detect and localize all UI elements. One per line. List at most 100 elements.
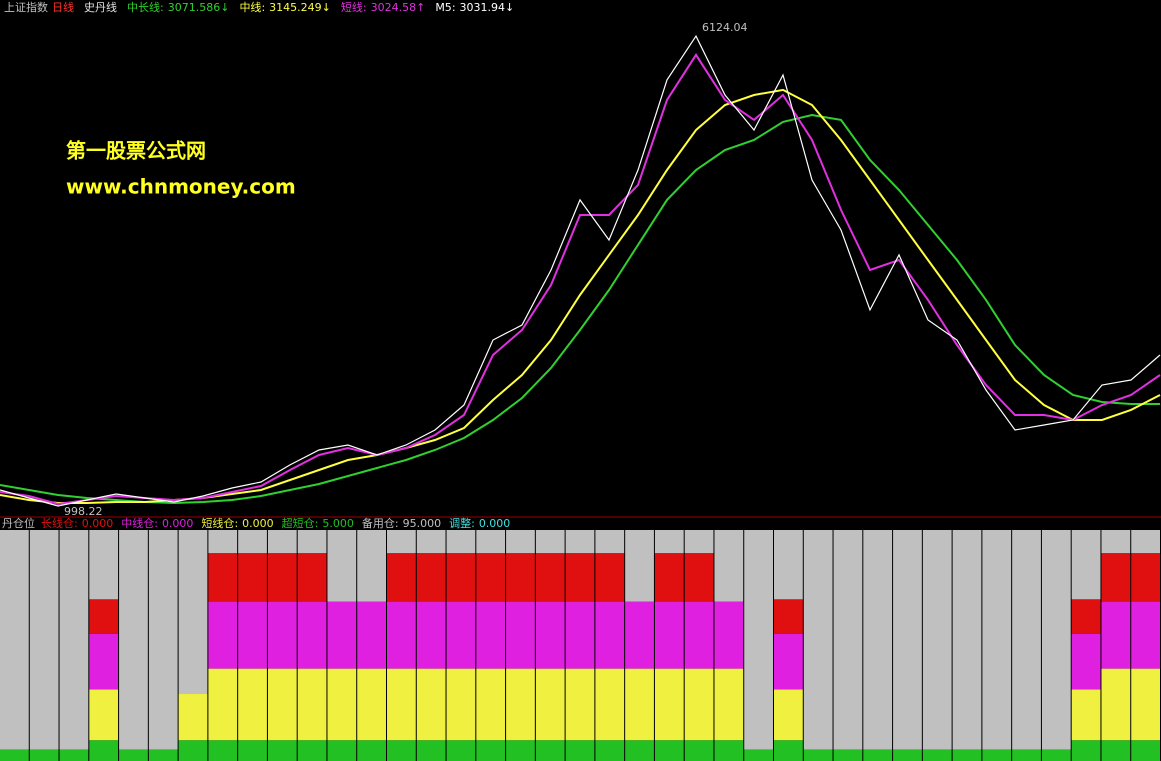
bar-segment (952, 749, 982, 761)
bar-segment (357, 740, 386, 761)
bar-segment (744, 530, 773, 750)
separator: : (452, 1, 456, 14)
legend-name: 备用仓 (362, 516, 395, 530)
bar-segment (476, 668, 506, 741)
legend-value: 5.000 (322, 517, 354, 530)
legend-value: 3024.58 (371, 1, 417, 14)
bar-segment (595, 553, 625, 602)
bar-segment (625, 530, 654, 602)
legend-arrow: ↓ (322, 1, 331, 14)
bar-segment (119, 530, 148, 750)
bar-segment (208, 553, 238, 602)
bar-segment (654, 530, 684, 554)
separator: : (395, 517, 399, 530)
bar-segment (654, 668, 684, 741)
bar-segment (684, 530, 714, 554)
separator: : (315, 517, 319, 530)
bar-segment (803, 749, 833, 761)
bar-segment (684, 740, 714, 761)
bar-segment (357, 601, 386, 669)
bar-segment (238, 530, 267, 554)
bar-segment (297, 530, 327, 554)
bar-segment (952, 530, 982, 750)
bar-segment (297, 740, 327, 761)
bar-segment (595, 668, 625, 741)
bar-segment (178, 740, 208, 761)
bar-segment (1131, 601, 1160, 669)
bar-segment (1131, 553, 1160, 602)
bar-segment (922, 530, 952, 750)
bar-segment (982, 749, 1012, 761)
bar-segment (893, 530, 922, 750)
bar-segment (297, 668, 327, 741)
bar-segment (565, 553, 595, 602)
bar-segment (29, 749, 59, 761)
bar-segment (387, 601, 416, 669)
bar-segment (654, 601, 684, 669)
bar-segment (684, 668, 714, 741)
bar-segment (446, 740, 476, 761)
bar-segment (178, 530, 208, 695)
legend-name: 超短仓 (282, 516, 315, 530)
bar-segment (654, 553, 684, 602)
bar-segment (238, 553, 267, 602)
bar-segment (535, 530, 565, 554)
bar-segment (1101, 740, 1131, 761)
legend-name: 中长线 (127, 0, 160, 14)
bar-segment (922, 749, 952, 761)
bar-segment (774, 740, 803, 761)
period: 日线 (52, 0, 74, 14)
bar-segment (357, 530, 386, 602)
legend-arrow: ↓ (505, 1, 514, 14)
bar-segment (297, 553, 327, 602)
watermark: 第一股票公式网 (66, 139, 206, 163)
bar-segment (89, 689, 119, 741)
separator: : (154, 517, 158, 530)
bar-segment (833, 530, 863, 750)
bar-segment (178, 694, 208, 741)
bar-segment (446, 553, 476, 602)
separator: : (74, 517, 78, 530)
bar-segment (863, 530, 893, 750)
series-line (0, 53, 1161, 506)
annotation: 998.22 (64, 505, 103, 518)
chart-title: 上证指数 (4, 0, 48, 14)
bar-segment (208, 530, 238, 554)
bar-segment (714, 601, 744, 669)
legend-arrow: ↑ (416, 1, 425, 14)
bar-segment (506, 668, 535, 741)
bar-segment (535, 740, 565, 761)
bar-segment (565, 530, 595, 554)
bar-segment (744, 749, 773, 761)
bar-segment (684, 553, 714, 602)
bar-segment (446, 601, 476, 669)
bar-segment (654, 740, 684, 761)
bar-segment (416, 530, 446, 554)
bar-segment (684, 601, 714, 669)
bar-segment (774, 689, 803, 741)
bar-segment (774, 599, 803, 634)
bar-segment (774, 530, 803, 600)
legend-value: 0.000 (82, 517, 114, 530)
bar-segment (535, 668, 565, 741)
bar-segment (327, 668, 357, 741)
bar-segment (267, 601, 297, 669)
bar-segment (89, 530, 119, 600)
bar-segment (1071, 633, 1101, 690)
bar-segment (506, 601, 535, 669)
bar-segment (1071, 599, 1101, 634)
legend-value: 0.000 (479, 517, 511, 530)
bar-segment (267, 553, 297, 602)
legend-value: 3145.249 (269, 1, 322, 14)
bar-segment (89, 740, 119, 761)
bar-segment (803, 530, 833, 750)
bar-segment (416, 553, 446, 602)
legend-name: 短线仓 (201, 516, 234, 530)
series-line (0, 34, 1161, 507)
bar-segment (1131, 530, 1160, 554)
bar-segment (1012, 749, 1041, 761)
bar-segment (565, 601, 595, 669)
bar-segment (327, 601, 357, 669)
bar-segment (625, 601, 654, 669)
